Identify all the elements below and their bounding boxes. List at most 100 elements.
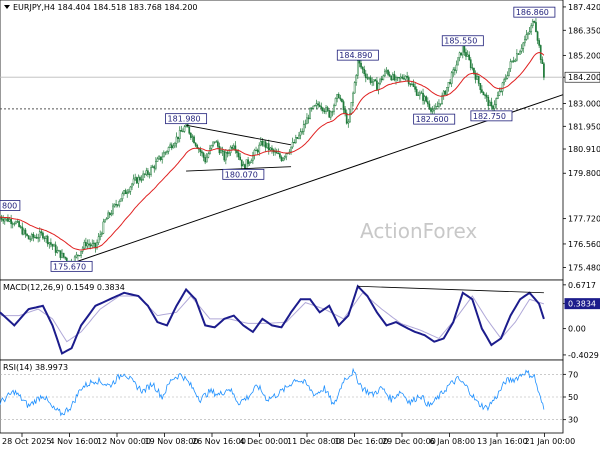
price-annotation-label: 182.600: [416, 115, 449, 124]
candle-body: [535, 22, 537, 32]
candle-body: [183, 126, 186, 132]
price-annotation-label: 184.890: [339, 51, 372, 60]
candle-body: [493, 104, 496, 109]
candle-body: [24, 229, 27, 235]
candle-body: [182, 131, 184, 133]
candle-body: [110, 213, 113, 216]
price-axis-label: 179.800: [568, 169, 600, 178]
watermark: ActionForex: [360, 219, 477, 243]
candle-body: [333, 105, 335, 112]
candle-body: [277, 153, 280, 155]
candle-body: [398, 77, 401, 79]
candle-body: [368, 77, 370, 79]
price-layer: 800 175.670 181.980 180.070 184.890 185.550 18…: [0, 6, 564, 272]
candle-body: [34, 236, 36, 239]
candle-body: [172, 145, 175, 149]
candle-body: [43, 237, 46, 239]
candle-body: [255, 149, 257, 151]
candle-body: [444, 90, 447, 95]
candle-body: [315, 103, 318, 106]
candle-body: [97, 236, 100, 243]
candle-body: [525, 34, 528, 40]
candle-body: [369, 77, 372, 83]
candle-body: [511, 60, 513, 62]
candle-body: [16, 221, 19, 223]
candle-body: [35, 236, 38, 239]
candle-body: [283, 156, 286, 159]
candle-body: [3, 218, 6, 222]
candle-body: [266, 143, 269, 148]
candle-body: [140, 179, 143, 181]
candle-body: [202, 152, 205, 158]
candle-body: [481, 89, 483, 93]
candle-body: [495, 98, 498, 105]
candle-body: [360, 62, 362, 68]
candle-body: [527, 32, 529, 35]
candle-body: [42, 232, 44, 239]
price-annotation-box: [50, 260, 93, 272]
candle-body: [180, 130, 183, 132]
candle-body: [150, 167, 152, 175]
candle-body: [485, 94, 488, 98]
candle-body: [279, 153, 281, 158]
candle-body: [212, 141, 214, 146]
candle-body: [450, 72, 453, 84]
macd-header: MACD(12,26,9) 0.1549 0.3834: [3, 283, 125, 292]
candle-body: [322, 107, 324, 112]
candle-body: [299, 131, 302, 136]
time-axis-label: 18 Dec 16:00: [335, 437, 389, 446]
candle-body: [476, 76, 478, 80]
price-annotation-label: 175.670: [53, 262, 86, 271]
candle-body: [10, 219, 12, 224]
candle-body: [438, 103, 440, 107]
candle-body: [473, 67, 475, 74]
candle-body: [175, 136, 178, 144]
candle-body: [134, 177, 137, 180]
candle-body: [250, 160, 253, 163]
candle-body: [53, 244, 55, 247]
candle-body: [267, 143, 270, 151]
candle-body: [487, 96, 490, 106]
candle-body: [329, 111, 332, 118]
candle-body: [232, 145, 235, 149]
candle-body: [307, 117, 310, 120]
candle-body: [161, 156, 164, 160]
candle-body: [40, 231, 43, 234]
candle-body: [127, 191, 130, 193]
candle-body: [358, 60, 361, 64]
candle-body: [498, 91, 501, 96]
candle-body: [531, 20, 534, 27]
candle-body: [137, 177, 140, 184]
candle-body: [293, 142, 296, 144]
candle-body: [406, 75, 408, 78]
candle-body: [385, 70, 388, 72]
candle-body: [387, 70, 389, 75]
candle-body: [541, 59, 544, 64]
header-triangle-icon: [4, 5, 10, 9]
candle-body: [430, 108, 432, 112]
price-annotation-label: 186.860: [516, 8, 549, 17]
uptrend-line: [71, 94, 564, 264]
candle-body: [253, 149, 256, 156]
candle-body: [538, 40, 540, 46]
candle-body: [395, 77, 397, 81]
candle-body: [355, 75, 358, 83]
candle-body: [18, 221, 20, 227]
candle-body: [92, 242, 95, 245]
candle-body: [51, 244, 54, 247]
candle-body: [536, 31, 539, 41]
candle-body: [121, 193, 124, 200]
candle-body: [189, 133, 192, 138]
candle-body: [23, 229, 25, 235]
candle-body: [178, 130, 181, 140]
candle-body: [415, 89, 418, 96]
candle-body: [38, 231, 41, 238]
price-annotation-box: [0, 200, 21, 211]
price-axis-label: 187.420: [568, 3, 600, 12]
candle-body: [460, 52, 463, 56]
candle-body: [509, 61, 512, 69]
candle-body: [75, 254, 78, 258]
candle-body: [528, 31, 531, 34]
candle-body: [170, 144, 173, 149]
